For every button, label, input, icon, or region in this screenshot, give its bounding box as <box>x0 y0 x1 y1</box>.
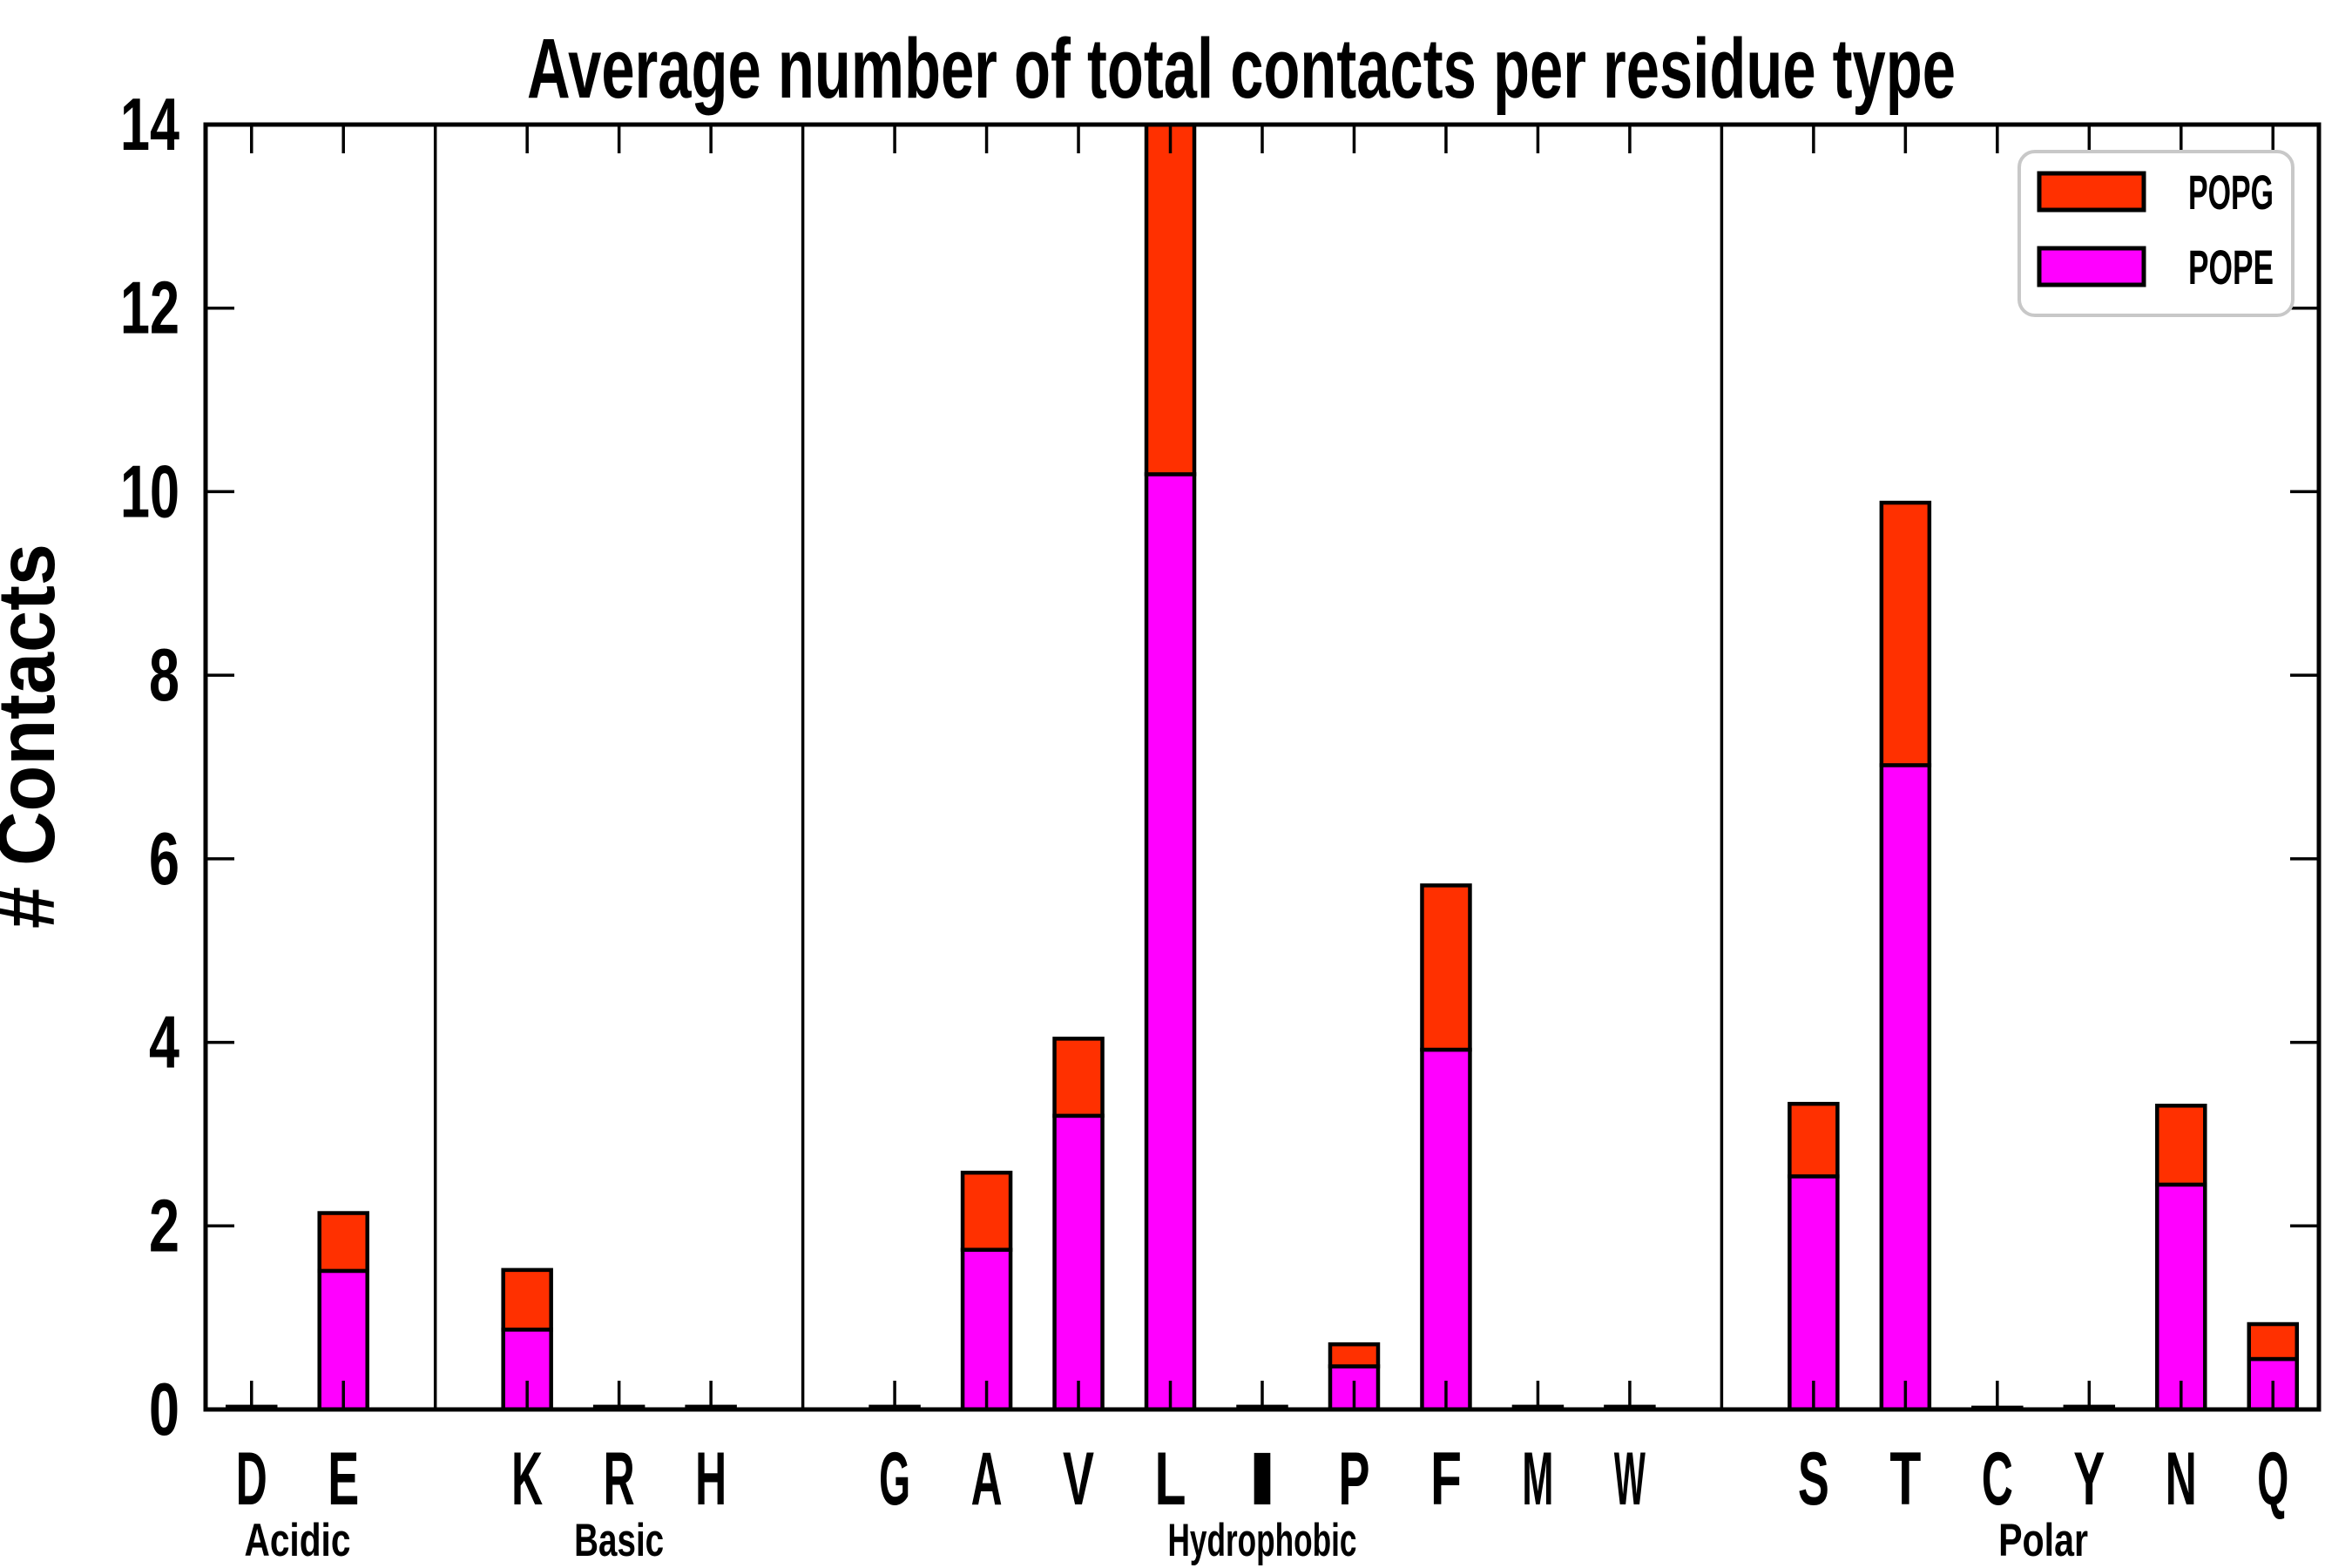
group-label-Polar: Polar <box>1998 1515 2088 1566</box>
bar-segment-T-POPG <box>1879 500 1932 767</box>
y-tick-label-14: 14 <box>120 84 179 166</box>
x-tick-label-V: V <box>1063 1437 1094 1521</box>
legend-label-popg: POPG <box>2188 165 2274 220</box>
x-tick-label-I: I <box>1247 1437 1278 1521</box>
legend-swatch-pope <box>2037 246 2146 287</box>
y-tick-label-8: 8 <box>149 634 179 717</box>
bar-segment-P-POPG <box>1328 1342 1381 1369</box>
x-tick-label-Q: Q <box>2257 1437 2288 1521</box>
x-tick-label-A: A <box>971 1437 1003 1521</box>
x-tick-label-T: T <box>1889 1437 1921 1521</box>
x-tick-label-K: K <box>511 1437 543 1521</box>
x-tick-label-P: P <box>1338 1437 1369 1521</box>
y-tick-label-0: 0 <box>149 1369 179 1451</box>
x-tick-label-N: N <box>2166 1437 2197 1521</box>
bar-segment-N-POPG <box>2155 1104 2207 1187</box>
bar-segment-N-POPE <box>2155 1182 2207 1412</box>
x-tick-label-C: C <box>1982 1437 2013 1521</box>
bar-segment-S-POPG <box>1788 1101 1840 1179</box>
group-label-Hydrophobic: Hydrophobic <box>1168 1515 1357 1566</box>
x-tick-label-S: S <box>1798 1437 1829 1521</box>
legend: POPG POPE <box>2017 150 2295 317</box>
x-tick-label-D: D <box>236 1437 267 1521</box>
bar-segment-F-POPG <box>1420 883 1472 1052</box>
y-tick-label-4: 4 <box>149 1002 179 1085</box>
bar-segment-L-POPE <box>1144 472 1197 1412</box>
bar-segment-S-POPE <box>1788 1174 1840 1412</box>
bar-segment-V-POPE <box>1052 1113 1105 1412</box>
legend-swatch-popg <box>2037 171 2146 213</box>
group-label-Acidic: Acidic <box>244 1515 350 1566</box>
bar-segment-T-POPE <box>1879 763 1932 1412</box>
x-tick-label-G: G <box>879 1437 910 1521</box>
x-tick-label-W: W <box>1614 1437 1646 1521</box>
axes-spines <box>203 122 2322 1412</box>
y-tick-label-10: 10 <box>120 450 179 533</box>
bar-segment-E-POPG <box>317 1211 369 1274</box>
group-label-Basic: Basic <box>574 1515 664 1566</box>
y-tick-label-6: 6 <box>149 818 179 901</box>
bar-segment-A-POPG <box>960 1170 1013 1252</box>
x-tick-label-Y: Y <box>2073 1437 2105 1521</box>
bar-segment-Q-POPG <box>2247 1321 2300 1362</box>
chart-title: Average number of total contacts per res… <box>527 21 1956 116</box>
x-tick-label-M: M <box>1522 1437 1553 1521</box>
plot-area: D E K R H G A V L I P F M W S T C Y N Q 0 2 4 6 8 10 12 14 Acidic Bas… <box>120 84 2322 1566</box>
y-axis-label: # Contacts <box>0 544 71 929</box>
y-tick-label-2: 2 <box>149 1185 179 1267</box>
x-tick-label-R: R <box>604 1437 635 1521</box>
y-tick-label-12: 12 <box>120 267 179 350</box>
bar-segment-K-POPG <box>501 1267 553 1332</box>
bar-segment-L-POPG <box>1144 122 1197 476</box>
bar-segment-F-POPE <box>1420 1047 1472 1412</box>
bar-segment-V-POPG <box>1052 1037 1105 1119</box>
x-tick-label-F: F <box>1430 1437 1462 1521</box>
x-tick-label-E: E <box>328 1437 359 1521</box>
x-tick-label-H: H <box>695 1437 727 1521</box>
x-tick-label-L: L <box>1155 1437 1186 1521</box>
legend-label-pope: POPE <box>2188 240 2274 294</box>
